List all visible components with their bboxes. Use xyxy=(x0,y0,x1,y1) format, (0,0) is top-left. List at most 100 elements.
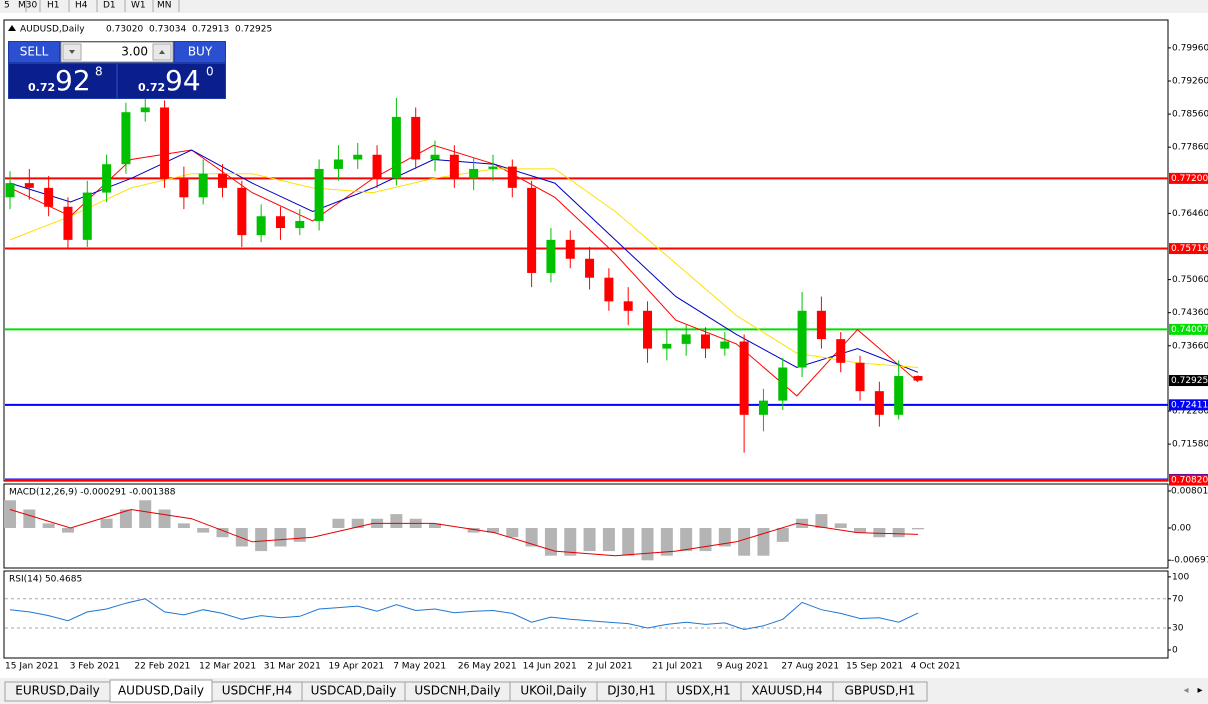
macd-bar xyxy=(699,527,712,552)
ohlc-label: 0.72913 xyxy=(192,25,229,35)
one-click-trading: SELL 3.00 BUY 0.72 92 8 0.72 94 0 xyxy=(8,41,226,99)
macd-bar xyxy=(583,527,596,552)
y-tick-label: 0.78560 xyxy=(1172,110,1208,120)
tab-scroll-right[interactable]: ▸ xyxy=(1197,685,1202,696)
candle-body xyxy=(507,166,517,188)
candle-body xyxy=(160,107,170,179)
macd-bar xyxy=(119,509,132,528)
y-tick-label: 70 xyxy=(1172,594,1184,604)
buy-label: BUY xyxy=(188,45,213,59)
macd-bar xyxy=(177,523,190,528)
macd-bar xyxy=(23,509,36,528)
tab-label: USDCNH,Daily xyxy=(414,684,500,698)
candle-body xyxy=(778,367,788,401)
collapse-arrow[interactable] xyxy=(8,25,16,31)
bid-box[interactable] xyxy=(9,64,116,98)
tab-label: USDCAD,Daily xyxy=(311,684,397,698)
candle-body xyxy=(662,343,672,349)
candle-body xyxy=(256,216,266,236)
timeframe-toolbar xyxy=(0,0,1208,13)
macd-bar xyxy=(467,527,480,533)
sell-button[interactable] xyxy=(9,42,59,62)
candle-body xyxy=(527,187,537,273)
bid-big: 92 xyxy=(55,64,91,97)
candle-body xyxy=(623,301,633,311)
date-label: 14 Jun 2021 xyxy=(523,662,577,672)
candle-body xyxy=(855,362,865,392)
macd-bar xyxy=(718,527,731,547)
timeframe-button[interactable]: W1 xyxy=(131,1,146,11)
candle-body xyxy=(140,107,150,113)
candle-body xyxy=(546,239,556,273)
date-label: 31 Mar 2021 xyxy=(264,662,321,672)
rsi-panel xyxy=(3,570,1169,659)
macd-bar xyxy=(4,500,16,528)
level-label-bg xyxy=(1169,172,1208,184)
macd-bar xyxy=(834,523,847,528)
down-arrow xyxy=(69,50,75,54)
candle-body xyxy=(218,173,228,188)
date-label: 27 Aug 2021 xyxy=(781,662,839,672)
level-label: 0.74007 xyxy=(1171,325,1208,335)
timeframe-button[interactable]: H1 xyxy=(47,1,60,11)
candle-body xyxy=(275,216,285,229)
level-label: 0.70820 xyxy=(1171,476,1208,486)
macd-bar xyxy=(139,500,152,528)
candle-body xyxy=(102,164,112,193)
y-tick-label: 100 xyxy=(1172,572,1189,582)
tab[interactable] xyxy=(832,681,928,702)
ask-box[interactable] xyxy=(118,64,225,98)
macd-bar xyxy=(815,514,828,528)
lot-value: 3.00 xyxy=(121,45,148,59)
chart-title: AUDUSD,Daily xyxy=(20,25,85,35)
macd-bar xyxy=(61,527,74,533)
candle-body xyxy=(643,310,653,349)
date-label: 3 Feb 2021 xyxy=(70,662,120,672)
macd-bar xyxy=(641,527,654,561)
up-arrow xyxy=(159,50,165,54)
ohlc-label: 0.73034 xyxy=(149,25,186,35)
date-label: 15 Jan 2021 xyxy=(5,662,59,672)
date-label: 19 Apr 2021 xyxy=(329,662,385,672)
ohlc-label: 0.73020 xyxy=(106,25,143,35)
last-price-label: 0.72925 xyxy=(1171,376,1208,386)
sell-label: SELL xyxy=(20,45,49,59)
macd-bar xyxy=(332,518,345,528)
timeframe-button[interactable]: D1 xyxy=(103,1,116,11)
tab-label: AUDUSD,Daily xyxy=(118,684,204,698)
y-tick-label: 0.75060 xyxy=(1172,275,1208,285)
macd-bar xyxy=(100,518,113,528)
buy-button[interactable] xyxy=(175,42,225,62)
date-label: 2 Jul 2021 xyxy=(587,662,632,672)
tab-scroll-left[interactable]: ◂ xyxy=(1183,685,1188,696)
candle-body xyxy=(585,258,595,278)
date-label: 4 Oct 2021 xyxy=(911,662,961,672)
lot-field[interactable] xyxy=(60,41,174,63)
timeframe-button[interactable]: 5 xyxy=(4,1,10,11)
candle-body xyxy=(469,168,479,179)
macd-bar xyxy=(602,527,615,552)
macd-signal xyxy=(9,508,919,557)
macd-bar xyxy=(660,527,673,556)
y-tick-label: 0.73660 xyxy=(1172,341,1208,351)
timeframe-button[interactable]: H4 xyxy=(75,1,88,11)
candle-body xyxy=(237,187,247,236)
ask-big: 94 xyxy=(165,64,201,97)
ask-small: 0 xyxy=(206,65,214,79)
last-price-bg xyxy=(1169,375,1208,387)
timeframe-button[interactable]: M30 xyxy=(18,1,37,11)
y-tick-label: 0.76460 xyxy=(1172,209,1208,219)
timeframe-button[interactable]: MN xyxy=(157,1,172,11)
candle-body xyxy=(488,166,498,169)
macd-bar xyxy=(486,527,499,533)
macd-bar xyxy=(42,523,55,528)
candle-body xyxy=(314,168,324,221)
level-label: 0.77200 xyxy=(1171,174,1208,184)
candle-body xyxy=(739,341,749,415)
macd-bar xyxy=(680,527,693,552)
candle-body xyxy=(836,339,846,363)
candle-body xyxy=(5,183,15,198)
y-tick-label: 30 xyxy=(1172,624,1184,634)
level-label-bg xyxy=(1169,399,1208,411)
